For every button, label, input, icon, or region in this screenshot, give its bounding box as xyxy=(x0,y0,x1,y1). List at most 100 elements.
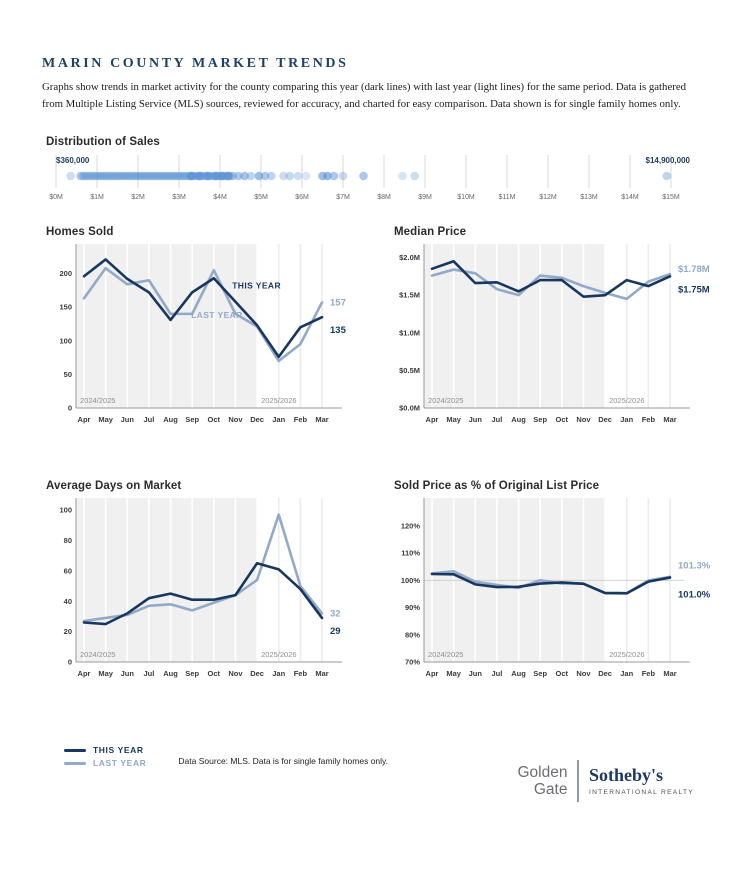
svg-text:60: 60 xyxy=(64,566,72,575)
svg-text:$2.0M: $2.0M xyxy=(399,253,420,262)
svg-text:135: 135 xyxy=(330,325,347,336)
last-year-swatch xyxy=(64,761,86,765)
svg-text:70%: 70% xyxy=(405,658,420,667)
svg-text:Mar: Mar xyxy=(663,415,676,424)
svg-text:Oct: Oct xyxy=(556,669,569,678)
svg-text:Dec: Dec xyxy=(250,669,264,678)
sothebys-wordmark: Sotheby's INTERNATIONAL REALTY xyxy=(589,765,694,796)
legend-this-year: THIS YEAR xyxy=(64,744,146,757)
svg-text:110%: 110% xyxy=(401,549,420,558)
svg-text:32: 32 xyxy=(330,608,341,619)
distribution-title: Distribution of Sales xyxy=(46,135,160,148)
svg-text:Dec: Dec xyxy=(598,669,612,678)
svg-text:$10M: $10M xyxy=(457,194,475,201)
svg-text:Aug: Aug xyxy=(511,669,526,678)
svg-text:$8M: $8M xyxy=(377,194,391,201)
svg-text:Jul: Jul xyxy=(143,669,154,678)
svg-text:$6M: $6M xyxy=(295,194,309,201)
data-source-note: Data Source: MLS. Data is for single fam… xyxy=(178,755,389,766)
pct-of-list-block: Sold Price as % of Original List Price 7… xyxy=(390,480,712,694)
svg-text:$14,900,000: $14,900,000 xyxy=(646,156,691,165)
svg-text:Sep: Sep xyxy=(533,669,547,678)
svg-text:Apr: Apr xyxy=(78,669,91,678)
svg-text:$0.5M: $0.5M xyxy=(399,366,420,375)
svg-text:Aug: Aug xyxy=(163,669,178,678)
svg-text:Sep: Sep xyxy=(185,415,199,424)
median-price-block: Median Price $0.0M $0.5M $1.0M $1.5M $2.0M 20… xyxy=(390,226,712,440)
svg-text:Oct: Oct xyxy=(208,669,221,678)
homes-sold-title: Homes Sold xyxy=(46,225,114,238)
golden-gate-sothebys-logo: Golden Gate Sotheby's INTERNATIONAL REAL… xyxy=(518,759,695,802)
svg-text:200: 200 xyxy=(59,269,72,278)
svg-text:THIS YEAR: THIS YEAR xyxy=(232,280,281,290)
svg-text:100: 100 xyxy=(59,506,72,515)
svg-text:$14M: $14M xyxy=(621,194,639,201)
svg-text:Aug: Aug xyxy=(163,415,178,424)
svg-text:May: May xyxy=(98,669,113,678)
svg-text:80%: 80% xyxy=(405,630,420,639)
footer: THIS YEAR LAST YEAR Data Source: MLS. Da… xyxy=(42,744,712,802)
svg-text:Jan: Jan xyxy=(272,415,285,424)
svg-text:2025/2026: 2025/2026 xyxy=(261,650,296,659)
logo-line1: Golden xyxy=(517,763,568,781)
homes-sold-chart: 0 50 100 150 200 2024/2025 2025/2026 Apr May Jun J… xyxy=(59,243,347,424)
svg-text:$11M: $11M xyxy=(499,194,516,201)
svg-text:150: 150 xyxy=(59,303,72,312)
svg-text:Apr: Apr xyxy=(78,415,91,424)
svg-text:Oct: Oct xyxy=(556,415,569,424)
svg-text:Jun: Jun xyxy=(469,415,483,424)
svg-text:Apr: Apr xyxy=(426,669,439,678)
svg-text:29: 29 xyxy=(330,626,341,637)
svg-text:Apr: Apr xyxy=(426,415,439,424)
homes-sold-block: Homes Sold 0 50 100 150 200 2024/2025 2025/202… xyxy=(42,226,364,440)
svg-text:Mar: Mar xyxy=(315,669,328,678)
logo-divider xyxy=(577,759,579,802)
svg-text:Feb: Feb xyxy=(294,415,308,424)
svg-text:2024/2025: 2024/2025 xyxy=(428,396,463,405)
svg-text:$1.78M: $1.78M xyxy=(678,264,710,275)
distribution-strip-chart: $360,000 $14,900,000 $0M $1M $2M $3M $4M $5M $6M… xyxy=(49,154,691,201)
page-title: MARIN COUNTY MARKET TRENDS xyxy=(42,56,349,71)
svg-text:Sep: Sep xyxy=(533,415,547,424)
svg-text:$9M: $9M xyxy=(418,194,432,201)
this-year-swatch xyxy=(64,748,86,752)
pct-of-list-chart: 70% 80% 90% 100% 110% 120% 2024/2025 2025/2026 A… xyxy=(401,497,711,678)
svg-text:Feb: Feb xyxy=(642,415,656,424)
svg-text:2025/2026: 2025/2026 xyxy=(609,396,644,405)
svg-text:40: 40 xyxy=(64,597,72,606)
golden-gate-wordmark: Golden Gate xyxy=(518,764,568,799)
svg-text:$0M: $0M xyxy=(49,194,63,201)
svg-text:101.0%: 101.0% xyxy=(678,590,711,601)
svg-text:$1M: $1M xyxy=(90,194,104,201)
svg-text:Jun: Jun xyxy=(121,415,135,424)
svg-text:Feb: Feb xyxy=(294,669,308,678)
svg-text:$15M: $15M xyxy=(662,194,680,201)
logo-brand: Sotheby's xyxy=(588,765,664,786)
days-on-market-title: Average Days on Market xyxy=(46,479,182,492)
days-on-market-block: Average Days on Market 0 20 40 60 80 100 2024/… xyxy=(42,480,364,694)
svg-text:$5M: $5M xyxy=(254,194,268,201)
svg-text:LAST YEAR: LAST YEAR xyxy=(191,310,243,320)
svg-text:Dec: Dec xyxy=(598,415,612,424)
svg-text:Jul: Jul xyxy=(491,415,502,424)
svg-text:Nov: Nov xyxy=(576,415,591,424)
charts-grid: Homes Sold 0 50 100 150 200 2024/2025 2025/202… xyxy=(42,226,712,694)
svg-text:Mar: Mar xyxy=(315,415,328,424)
svg-text:Nov: Nov xyxy=(576,669,591,678)
svg-text:2025/2026: 2025/2026 xyxy=(261,396,296,405)
svg-text:$12M: $12M xyxy=(539,194,557,201)
svg-text:Jul: Jul xyxy=(143,415,154,424)
svg-text:2024/2025: 2024/2025 xyxy=(80,396,115,405)
svg-text:May: May xyxy=(98,415,113,424)
svg-text:Jan: Jan xyxy=(272,669,285,678)
svg-text:0: 0 xyxy=(68,404,72,413)
median-price-title: Median Price xyxy=(394,225,467,238)
svg-text:Feb: Feb xyxy=(642,669,656,678)
svg-text:20: 20 xyxy=(64,627,72,636)
svg-text:Nov: Nov xyxy=(228,415,243,424)
svg-text:157: 157 xyxy=(330,297,346,308)
this-year-label: THIS YEAR xyxy=(93,745,144,756)
svg-text:90%: 90% xyxy=(405,603,420,612)
svg-text:80: 80 xyxy=(64,536,72,545)
